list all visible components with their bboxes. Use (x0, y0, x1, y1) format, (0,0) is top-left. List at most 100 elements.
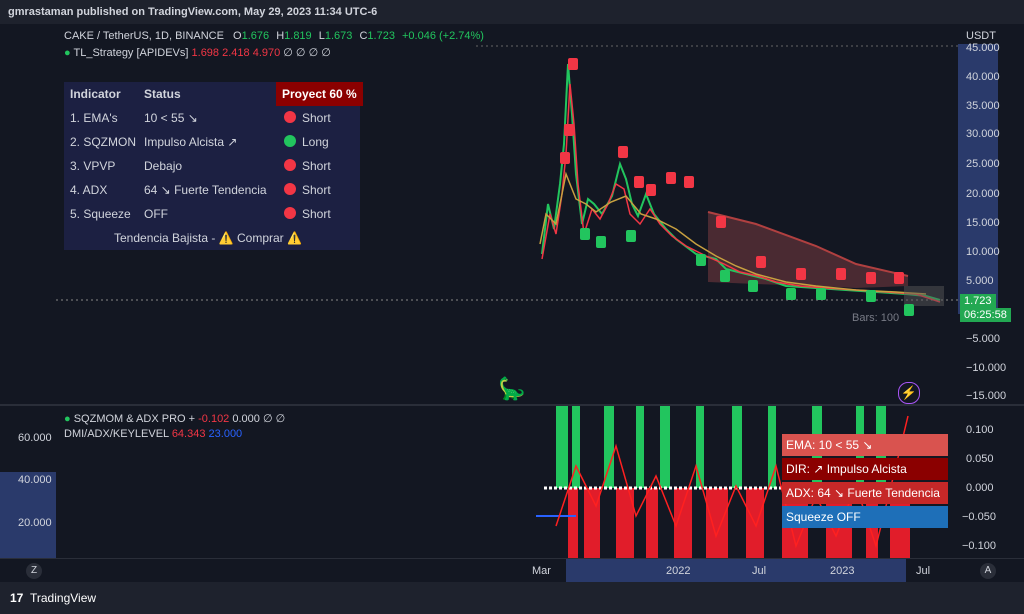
price-tick: 30.000 (966, 128, 1000, 140)
row-name: 3. VPVP (70, 159, 116, 173)
header-indicator: Indicator (70, 87, 121, 101)
bars-label: Bars: 100 (852, 312, 900, 324)
sub-left-tick: 60.000 (18, 432, 52, 444)
tradingview-footer: 17 TradingView (0, 582, 1024, 614)
sub-left-tick: 20.000 (18, 517, 52, 529)
row-status: 64 ↘ Fuerte Tendencia (144, 183, 267, 197)
status-dot-icon (284, 183, 296, 195)
row-status: Impulso Alcista ↗ (144, 135, 238, 149)
pane-separator[interactable] (0, 404, 1024, 406)
time-axis[interactable]: Z Mar 2022 Jul 2023 Jul A (0, 558, 1024, 583)
table-row: 4. ADX 64 ↘ Fuerte Tendencia Short (64, 178, 360, 202)
indicator-table: Indicator Status Proyect 60 % 1. EMA's 1… (64, 82, 363, 250)
strategy-rest: ∅ ∅ ∅ ∅ (283, 47, 331, 59)
row-status: OFF (144, 207, 168, 221)
sqzmom-v2: 0.000 (232, 413, 260, 425)
tradingview-logo-icon: 17 (10, 591, 24, 605)
row-name: 4. ADX (70, 183, 108, 197)
left-axis-highlight (0, 472, 56, 558)
info-box-dir: DIR: ↗ Impulso Alcista (782, 458, 948, 480)
ohlc-low: 1.673 (324, 30, 353, 42)
axis-highlight (958, 44, 998, 314)
ohlc-open: 1.676 (241, 30, 270, 42)
sub-right-tick: −0.050 (962, 511, 996, 523)
sub-right-tick: 0.000 (966, 482, 994, 494)
publisher-text: gmrastaman published on TradingView.com,… (8, 6, 378, 18)
sqzmom-v1: -0.102 (198, 413, 230, 425)
row-status: 10 < 55 ↘ (144, 111, 198, 125)
price-tick: −15.000 (966, 390, 1007, 402)
sqzmom-name: SQZMOM & ADX PRO + (73, 413, 196, 425)
ohlc-open-label: O (233, 30, 242, 42)
time-tick: Mar (532, 565, 551, 577)
table-row: 1. EMA's 10 < 55 ↘ Short (64, 106, 360, 130)
info-box-adx: ADX: 64 ↘ Fuerte Tendencia (782, 482, 948, 504)
price-unit: USDT (966, 30, 996, 42)
strategy-v2: 2.418 (222, 47, 250, 59)
time-axis-highlight (566, 559, 906, 583)
frog-icon: ● (64, 47, 71, 59)
strategy-v1: 1.698 (191, 47, 220, 59)
row-signal: Short (302, 159, 331, 173)
brand-name: TradingView (30, 591, 97, 605)
ohlc-high: 1.819 (284, 30, 312, 42)
price-tick: −10.000 (966, 362, 1007, 374)
price-tick: 10.000 (966, 246, 1000, 258)
price-chart-svg (56, 45, 958, 316)
ohlc-close: 1.723 (367, 30, 395, 42)
dmi-name: DMI/ADX/KEYLEVEL (64, 428, 169, 440)
lightning-icon[interactable]: ⚡ (898, 382, 920, 404)
table-row: 2. SQZMON Impulso Alcista ↗ Long (64, 130, 360, 154)
zoom-z-button[interactable]: Z (26, 563, 42, 579)
sub-left-tick: 40.000 (18, 474, 52, 486)
sqzmom-legend[interactable]: ● SQZMOM & ADX PRO + -0.102 0.000 ∅ ∅ (64, 412, 285, 425)
strategy-v3: 4.970 (252, 47, 281, 59)
row-status: Debajo (144, 159, 183, 173)
frog-icon: ● (64, 413, 71, 425)
sub-right-tick: 0.100 (966, 424, 994, 436)
strategy-name: TL_Strategy [APIDEVs] (73, 47, 189, 59)
status-dot-icon (284, 207, 296, 219)
sub-right-tick: 0.050 (966, 453, 994, 465)
countdown-label: 06:25:58 (960, 308, 1011, 322)
table-row: 3. VPVP Debajo Short (64, 154, 360, 178)
info-box-ema: EMA: 10 < 55 ↘ (782, 434, 948, 456)
sqzmom-rest: ∅ ∅ (262, 413, 286, 425)
price-tick: 35.000 (966, 100, 1000, 112)
auto-scale-button[interactable]: A (980, 563, 996, 579)
publish-header: gmrastaman published on TradingView.com,… (0, 0, 1024, 24)
ohlc-low-label: L (318, 30, 325, 42)
table-footer: Tendencia Bajista - ⚠️ Comprar ⚠️ (64, 226, 360, 250)
header-status: Status (144, 87, 181, 101)
row-name: 1. EMA's (70, 111, 118, 125)
row-signal: Short (302, 207, 331, 221)
dmi-v2: 23.000 (208, 428, 243, 440)
price-tick: 40.000 (966, 71, 1000, 83)
sub-left-axis: 60.000 40.000 20.000 (0, 406, 56, 558)
price-tick: 5.000 (966, 275, 994, 287)
sub-right-axis[interactable]: 0.100 0.050 0.000 −0.050 −0.100 (958, 406, 1024, 558)
last-price-label: 1.723 (960, 294, 996, 308)
header-proyect: Proyect 60 % (276, 82, 363, 106)
table-row: 5. Squeeze OFF Short (64, 202, 360, 226)
dmi-legend[interactable]: DMI/ADX/KEYLEVEL 64.343 23.000 (64, 428, 242, 440)
row-name: 2. SQZMON (70, 135, 137, 149)
ohlc-high-label: H (276, 30, 285, 42)
time-tick: Jul (752, 565, 767, 577)
table-header: Indicator Status Proyect 60 % (64, 82, 363, 106)
strategy-legend[interactable]: ● TL_Strategy [APIDEVs] 1.698 2.418 4.97… (64, 46, 331, 59)
time-tick: 2023 (830, 565, 855, 577)
price-tick: −5.000 (966, 333, 1000, 345)
price-tick: 25.000 (966, 158, 1000, 170)
row-signal: Short (302, 183, 331, 197)
row-signal: Long (302, 135, 329, 149)
time-tick: Jul (916, 565, 931, 577)
price-axis[interactable]: USDT 45.000 40.000 35.000 30.000 25.000 … (958, 24, 1024, 404)
row-signal: Short (302, 111, 331, 125)
ohlc-close-label: C (359, 30, 368, 42)
time-tick: 2022 (666, 565, 691, 577)
price-tick: 15.000 (966, 217, 1000, 229)
row-name: 5. Squeeze (70, 207, 131, 221)
symbol-legend[interactable]: CAKE / TetherUS, 1D, BINANCE O1.676 H1.8… (64, 30, 484, 42)
trend-text: Tendencia Bajista - ⚠️ Comprar ⚠️ (114, 231, 302, 245)
